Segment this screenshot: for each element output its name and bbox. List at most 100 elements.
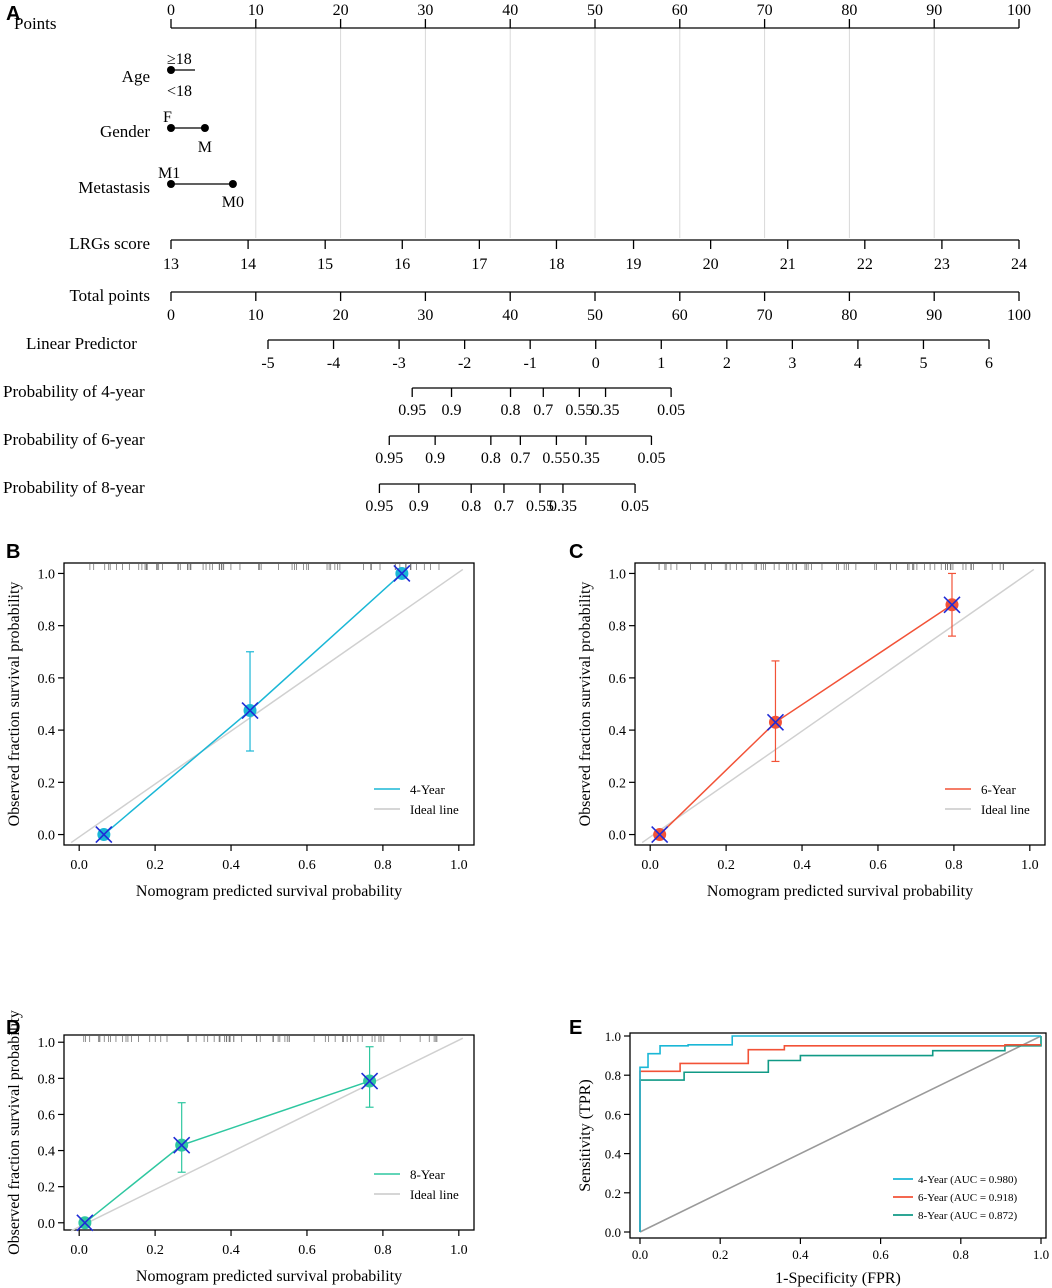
gender-point-f	[167, 124, 175, 132]
calibration-panel-8-year: 0.0 0.0 0.2 0.2 0.4 0.4 0.6 0.6 0.8 0.8 1.0 1.0 8-Ye…	[6, 1010, 475, 1285]
y-tick-label: 0.4	[38, 1145, 56, 1160]
y-axis-label: Observed fraction survival probability	[6, 582, 23, 827]
x-tick-label: 0.6	[298, 1243, 316, 1258]
roc-curve	[639, 1044, 1041, 1232]
legend-label: Ideal line	[410, 802, 459, 817]
lrgs-score-tick-label: 13	[163, 256, 179, 273]
gender-level-label: M	[198, 139, 212, 156]
y-tick-label: 1.0	[38, 567, 56, 582]
y-tick-label: 0.6	[38, 672, 56, 687]
gender-label: Gender	[100, 122, 150, 141]
points-axis-label: Points	[14, 14, 57, 33]
points-axis-tick-label: 40	[502, 2, 518, 19]
ideal-line	[70, 1037, 464, 1232]
x-tick-label: 0.8	[374, 1243, 392, 1258]
points-axis-tick-label: 30	[417, 2, 433, 19]
plot-frame	[634, 562, 1046, 846]
probability-tick-label: 0.7	[494, 498, 514, 515]
linear-predictor-tick-label: -3	[392, 355, 405, 372]
roc-curve	[639, 1035, 1041, 1232]
points-axis-tick-label: 100	[1007, 2, 1031, 19]
plot-frame	[63, 1034, 475, 1231]
lrgs-score-tick-label: 21	[780, 256, 796, 273]
total-points-tick-label: 50	[587, 307, 603, 324]
x-tick-label: 1.0	[450, 1243, 468, 1258]
panel-letter-b: B	[6, 541, 20, 563]
calibration-line	[103, 572, 403, 836]
y-tick-label: 0.6	[605, 1107, 622, 1122]
gender-point-m	[200, 124, 209, 132]
probability-tick-label: 0.35	[549, 498, 577, 515]
x-tick-label: 0.8	[945, 858, 963, 873]
probability-tick-label: 0.35	[592, 402, 620, 419]
lrgs-score-tick-label: 17	[471, 256, 487, 273]
lrgs-score-label: LRGs score	[69, 234, 150, 253]
age-label: Age	[122, 67, 150, 86]
legend-label: 8-Year (AUC = 0.872)	[918, 1210, 1018, 1222]
linear-predictor-tick-label: 4	[854, 355, 862, 372]
points-axis-tick-label: 0	[167, 2, 175, 19]
probability-tick-label: 0.8	[481, 450, 501, 467]
x-tick-label: 1.0	[450, 858, 468, 873]
ideal-line	[641, 568, 1035, 844]
roc-curve	[639, 1036, 1042, 1232]
calibration-x-marker	[241, 701, 259, 720]
y-tick-label: 0.0	[38, 829, 56, 844]
lrgs-score-tick-label: 24	[1011, 256, 1027, 273]
x-tick-label: 0.8	[374, 858, 392, 873]
probability-tick-label: 0.9	[425, 450, 445, 467]
linear-predictor-tick-label: -4	[327, 355, 340, 372]
lrgs-score-tick-label: 20	[703, 256, 719, 273]
probability-tick-label: 0.95	[365, 498, 393, 515]
calibration-x-marker	[173, 1136, 191, 1154]
total-points-tick-label: 20	[333, 307, 349, 324]
x-tick-label: 0.2	[146, 858, 164, 873]
probability-tick-label: 0.95	[398, 402, 426, 419]
panel-letter-d: D	[6, 1017, 20, 1039]
x-tick-label: 0.2	[717, 858, 735, 873]
probability-label: Probability of 4-year	[3, 382, 145, 401]
calibration-x-marker	[95, 825, 113, 844]
total-points-tick-label: 80	[841, 307, 857, 324]
probability-tick-label: 0.9	[409, 498, 429, 515]
linear-predictor-tick-label: 3	[788, 355, 796, 372]
x-tick-label: 0.4	[792, 1247, 809, 1262]
y-tick-label: 0.2	[38, 1181, 56, 1196]
legend-label: 6-Year	[981, 782, 1016, 797]
total-points-tick-label: 30	[417, 307, 433, 324]
points-axis-tick-label: 60	[672, 2, 688, 19]
probability-tick-label: 0.05	[621, 498, 649, 515]
probability-tick-label: 0.55	[542, 450, 570, 467]
legend-label: 8-Year	[410, 1167, 445, 1182]
total-points-tick-label: 90	[926, 307, 942, 324]
lrgs-score-tick-label: 18	[548, 256, 564, 273]
probability-label: Probability of 8-year	[3, 478, 145, 497]
x-tick-label: 0.0	[632, 1247, 648, 1262]
probability-tick-label: 0.8	[501, 402, 521, 419]
x-tick-label: 0.6	[872, 1247, 889, 1262]
probability-tick-label: 0.05	[657, 402, 685, 419]
linear-predictor-tick-label: 1	[657, 355, 665, 372]
points-axis-tick-label: 80	[841, 2, 857, 19]
linear-predictor-tick-label: -5	[261, 355, 274, 372]
y-tick-label: 1.0	[609, 567, 627, 582]
x-tick-label: 0.4	[793, 858, 811, 873]
y-tick-label: 1.0	[605, 1029, 621, 1044]
linear-predictor-tick-label: -1	[524, 355, 537, 372]
probability-tick-label: 0.55	[565, 402, 593, 419]
y-tick-label: 0.2	[605, 1186, 621, 1201]
linear-predictor-tick-label: 6	[985, 355, 993, 372]
y-tick-label: 1.0	[38, 1036, 56, 1051]
x-axis-label: Nomogram predicted survival probability	[707, 883, 973, 900]
x-tick-label: 0.0	[641, 858, 659, 873]
y-axis-label: Sensitivity (TPR)	[577, 1079, 594, 1191]
x-tick-label: 0.0	[70, 1243, 88, 1258]
calibration-panel-6-year: 0.0 0.0 0.2 0.2 0.4 0.4 0.6 0.6 0.8 0.8 1.0 1.0 6-Ye…	[577, 562, 1046, 900]
total-points-tick-label: 40	[502, 307, 518, 324]
linear-predictor-tick-label: 0	[592, 355, 600, 372]
calibration-x-marker	[651, 825, 669, 844]
total-points-label: Total points	[69, 286, 150, 305]
y-tick-label: 0.8	[609, 620, 627, 635]
x-tick-label: 0.4	[222, 858, 240, 873]
